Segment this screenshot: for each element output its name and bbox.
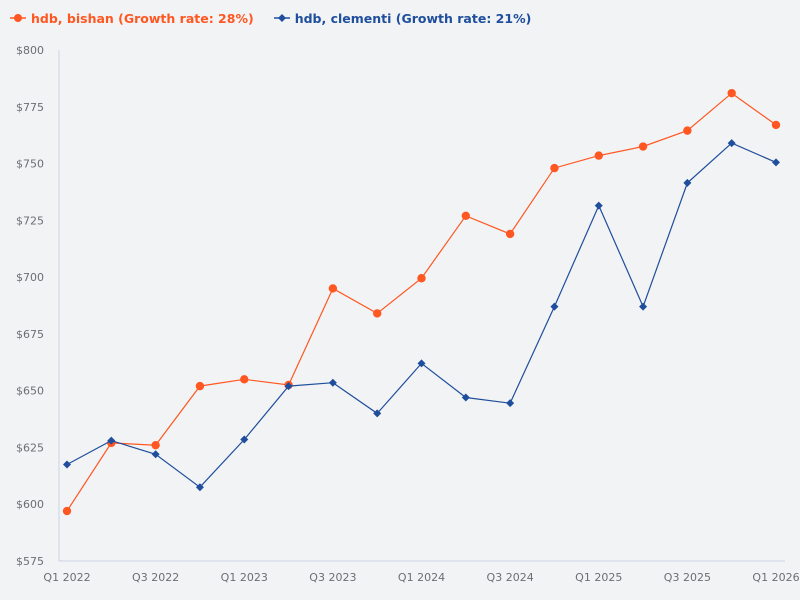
x-tick-label: Q1 2025 bbox=[575, 571, 622, 584]
data-point-circle[interactable] bbox=[62, 506, 72, 516]
data-point-circle[interactable] bbox=[328, 284, 338, 293]
legend-label-bishan: hdb, bishan (Growth rate: 28%) bbox=[31, 10, 254, 26]
data-point-circle[interactable] bbox=[372, 309, 382, 318]
y-tick-label: $700 bbox=[16, 271, 44, 284]
x-tick-label: Q1 2022 bbox=[43, 571, 90, 584]
data-point-diamond[interactable] bbox=[240, 435, 249, 444]
y-tick-label: $600 bbox=[16, 498, 44, 511]
x-tick-label: Q3 2022 bbox=[132, 571, 179, 584]
x-tick-label: Q1 2026 bbox=[752, 571, 799, 584]
data-point-diamond[interactable] bbox=[683, 178, 692, 187]
series-bishan bbox=[62, 88, 781, 516]
x-tick-label: Q1 2023 bbox=[221, 571, 268, 584]
y-tick-label: $625 bbox=[16, 441, 44, 454]
data-point-diamond[interactable] bbox=[328, 378, 337, 387]
data-point-diamond[interactable] bbox=[151, 450, 160, 459]
x-tick-label: Q3 2023 bbox=[309, 571, 356, 584]
data-point-diamond[interactable] bbox=[373, 409, 382, 418]
y-tick-label: $800 bbox=[16, 44, 44, 57]
series-layer bbox=[62, 88, 781, 516]
data-point-circle[interactable] bbox=[594, 151, 603, 160]
series-line bbox=[66, 92, 777, 512]
x-tick-label: Q3 2025 bbox=[664, 571, 711, 584]
series-line bbox=[66, 142, 777, 489]
data-point-diamond[interactable] bbox=[284, 382, 293, 391]
y-tick-label: $575 bbox=[16, 555, 44, 568]
x-tick-label: Q1 2024 bbox=[398, 571, 445, 584]
data-point-circle[interactable] bbox=[151, 440, 160, 450]
data-point-circle[interactable] bbox=[727, 88, 736, 98]
legend-item-bishan[interactable]: hdb, bishan (Growth rate: 28%) bbox=[10, 11, 254, 26]
diamond-marker-icon bbox=[273, 14, 290, 22]
data-point-circle[interactable] bbox=[461, 211, 471, 220]
data-point-circle[interactable] bbox=[683, 126, 692, 135]
data-point-diamond[interactable] bbox=[195, 483, 204, 492]
x-tick-label: Q3 2024 bbox=[487, 571, 534, 584]
data-point-diamond[interactable] bbox=[506, 399, 515, 408]
data-point-diamond[interactable] bbox=[772, 158, 780, 167]
y-axis: $575 $600 $625 $650 $675 $700 $725 $750 $775 $800 bbox=[16, 44, 60, 568]
y-tick-label: $725 bbox=[16, 214, 44, 227]
data-point-circle[interactable] bbox=[505, 229, 515, 239]
data-point-circle[interactable] bbox=[550, 163, 559, 173]
chart-legend: hdb, bishan (Growth rate: 28%) hdb, clem… bbox=[10, 8, 531, 28]
data-point-circle[interactable] bbox=[417, 274, 426, 283]
y-tick-label: $750 bbox=[16, 158, 44, 171]
y-tick-label: $775 bbox=[16, 101, 44, 114]
y-tick-label: $650 bbox=[16, 385, 44, 398]
y-tick-label: $675 bbox=[16, 328, 44, 341]
data-point-diamond[interactable] bbox=[550, 302, 559, 311]
data-point-diamond[interactable] bbox=[594, 201, 603, 210]
data-point-circle[interactable] bbox=[240, 375, 249, 384]
data-point-diamond[interactable] bbox=[417, 359, 426, 368]
data-point-diamond[interactable] bbox=[107, 436, 116, 445]
data-point-diamond[interactable] bbox=[639, 302, 648, 311]
circle-marker-icon bbox=[10, 14, 26, 22]
data-point-circle[interactable] bbox=[638, 142, 648, 151]
data-point-diamond[interactable] bbox=[63, 460, 71, 469]
series-clementi bbox=[63, 139, 780, 492]
legend-item-clementi[interactable]: hdb, clementi (Growth rate: 21%) bbox=[273, 10, 532, 26]
legend-label-clementi: hdb, clementi (Growth rate: 21%) bbox=[294, 10, 532, 26]
data-point-circle[interactable] bbox=[195, 381, 205, 391]
data-point-diamond[interactable] bbox=[727, 139, 736, 148]
data-point-circle[interactable] bbox=[771, 120, 781, 130]
data-point-diamond[interactable] bbox=[461, 393, 470, 402]
x-axis: Q1 2022 Q3 2022 Q1 2023 Q3 2023 Q1 2024 Q3 20… bbox=[43, 560, 800, 584]
